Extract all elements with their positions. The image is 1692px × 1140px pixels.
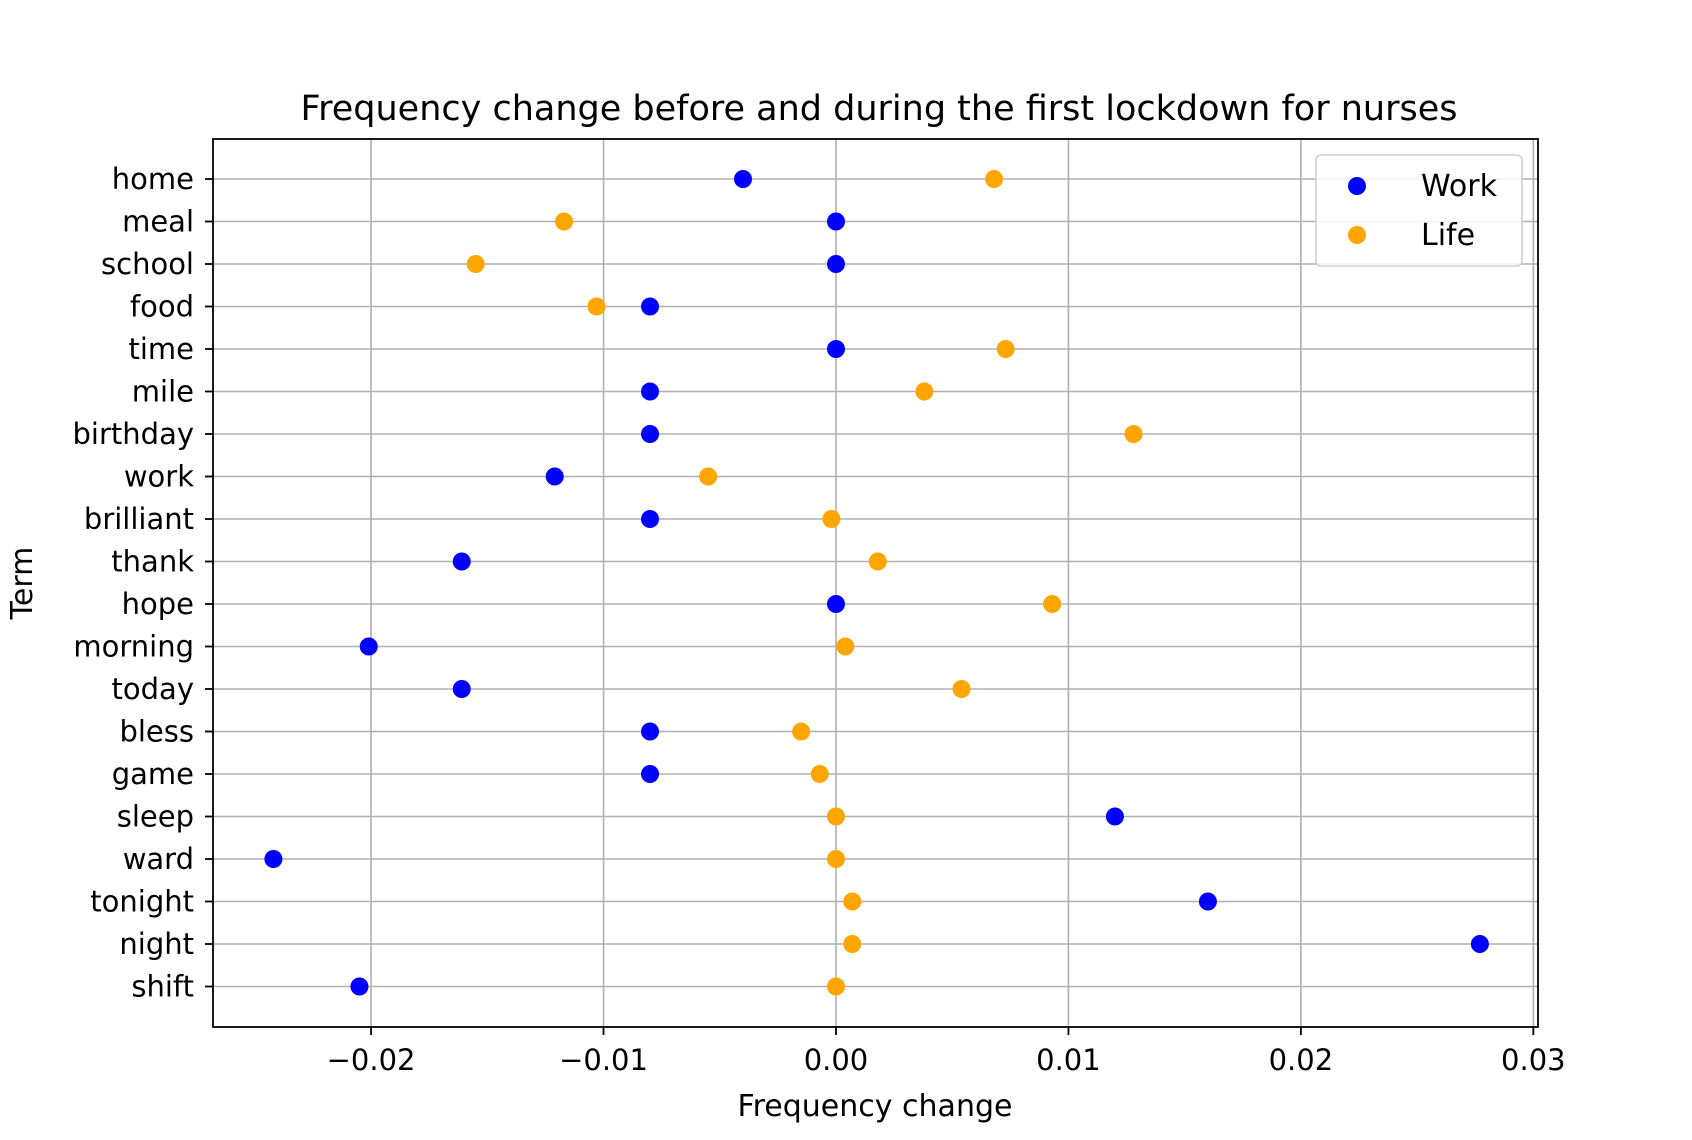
life-point xyxy=(952,680,971,698)
y-tick-label: hope xyxy=(122,587,194,621)
life-point xyxy=(587,297,606,316)
work-point xyxy=(545,467,564,486)
life-point xyxy=(836,637,855,656)
work-point xyxy=(1470,935,1489,953)
work-point xyxy=(826,595,845,613)
x-tick-label: −0.01 xyxy=(559,1043,648,1077)
y-tick-label: morning xyxy=(73,630,194,664)
plot-frame xyxy=(212,138,1539,1028)
y-tick-label: night xyxy=(119,927,194,961)
chart-title: Frequency change before and during the f… xyxy=(301,89,1458,129)
legend-label: Work xyxy=(1421,169,1498,204)
work-point xyxy=(734,170,752,188)
life-point xyxy=(1043,595,1062,613)
x-tick-label: 0.01 xyxy=(1036,1043,1101,1077)
work-point xyxy=(641,765,660,783)
life-point xyxy=(792,722,811,741)
legend-marker xyxy=(1348,177,1366,195)
work-point xyxy=(826,255,845,273)
work-point xyxy=(826,340,845,358)
y-tick-label: birthday xyxy=(73,417,194,451)
life-point xyxy=(826,850,845,868)
work-point xyxy=(1105,807,1124,826)
life-point xyxy=(915,382,934,401)
y-tick-label: shift xyxy=(131,970,194,1004)
y-tick-label: thank xyxy=(111,545,194,579)
work-point xyxy=(641,382,660,401)
work-point xyxy=(641,722,660,741)
life-point xyxy=(822,510,841,528)
legend: Work Life xyxy=(1315,154,1523,267)
work-point xyxy=(350,977,369,996)
y-tick-label: sleep xyxy=(117,800,194,834)
life-point xyxy=(996,340,1015,358)
y-tick-label: today xyxy=(112,672,194,706)
data-points xyxy=(264,170,1489,996)
x-tick-label: 0.02 xyxy=(1269,1043,1334,1077)
life-point xyxy=(826,807,845,826)
y-tick-label: ward xyxy=(123,842,194,876)
life-point xyxy=(868,552,887,571)
legend-box xyxy=(1315,154,1523,267)
life-point xyxy=(810,765,829,783)
grid xyxy=(213,139,1538,1027)
work-point xyxy=(641,297,660,316)
work-point xyxy=(641,425,660,443)
life-point xyxy=(843,892,862,911)
work-point xyxy=(826,212,845,231)
life-point xyxy=(466,255,485,273)
life-point xyxy=(555,212,574,231)
work-point xyxy=(1198,892,1217,911)
y-tick-label: meal xyxy=(122,205,194,239)
y-tick-label: work xyxy=(124,460,194,494)
life-point xyxy=(826,977,845,996)
life-point xyxy=(843,935,862,953)
y-tick-label: time xyxy=(128,332,194,366)
work-point xyxy=(452,680,471,698)
work-point xyxy=(641,510,660,528)
work-point xyxy=(359,637,378,656)
x-axis-label: Frequency change xyxy=(738,1089,1013,1124)
y-tick-label: brilliant xyxy=(84,502,194,536)
axis-ticks: −0.02 −0.01 0.00 0.01 0.02 0.03 home meal school… xyxy=(73,162,1566,1077)
x-tick-label: 0.00 xyxy=(804,1043,869,1077)
y-tick-label: mile xyxy=(132,375,194,409)
x-tick-label: −0.02 xyxy=(327,1043,416,1077)
life-point xyxy=(1124,425,1143,443)
y-tick-label: home xyxy=(112,162,194,196)
y-tick-label: food xyxy=(130,290,194,324)
y-tick-label: tonight xyxy=(90,885,194,919)
y-tick-label: school xyxy=(101,247,194,281)
y-tick-label: bless xyxy=(119,715,194,749)
x-tick-label: 0.03 xyxy=(1501,1043,1566,1077)
legend-label: Life xyxy=(1421,218,1475,253)
work-point xyxy=(452,552,471,571)
work-point xyxy=(264,850,283,868)
y-tick-label: game xyxy=(112,757,194,791)
life-point xyxy=(985,170,1004,188)
legend-marker xyxy=(1348,226,1366,244)
life-point xyxy=(699,467,718,486)
y-axis-label: Term xyxy=(5,547,40,621)
